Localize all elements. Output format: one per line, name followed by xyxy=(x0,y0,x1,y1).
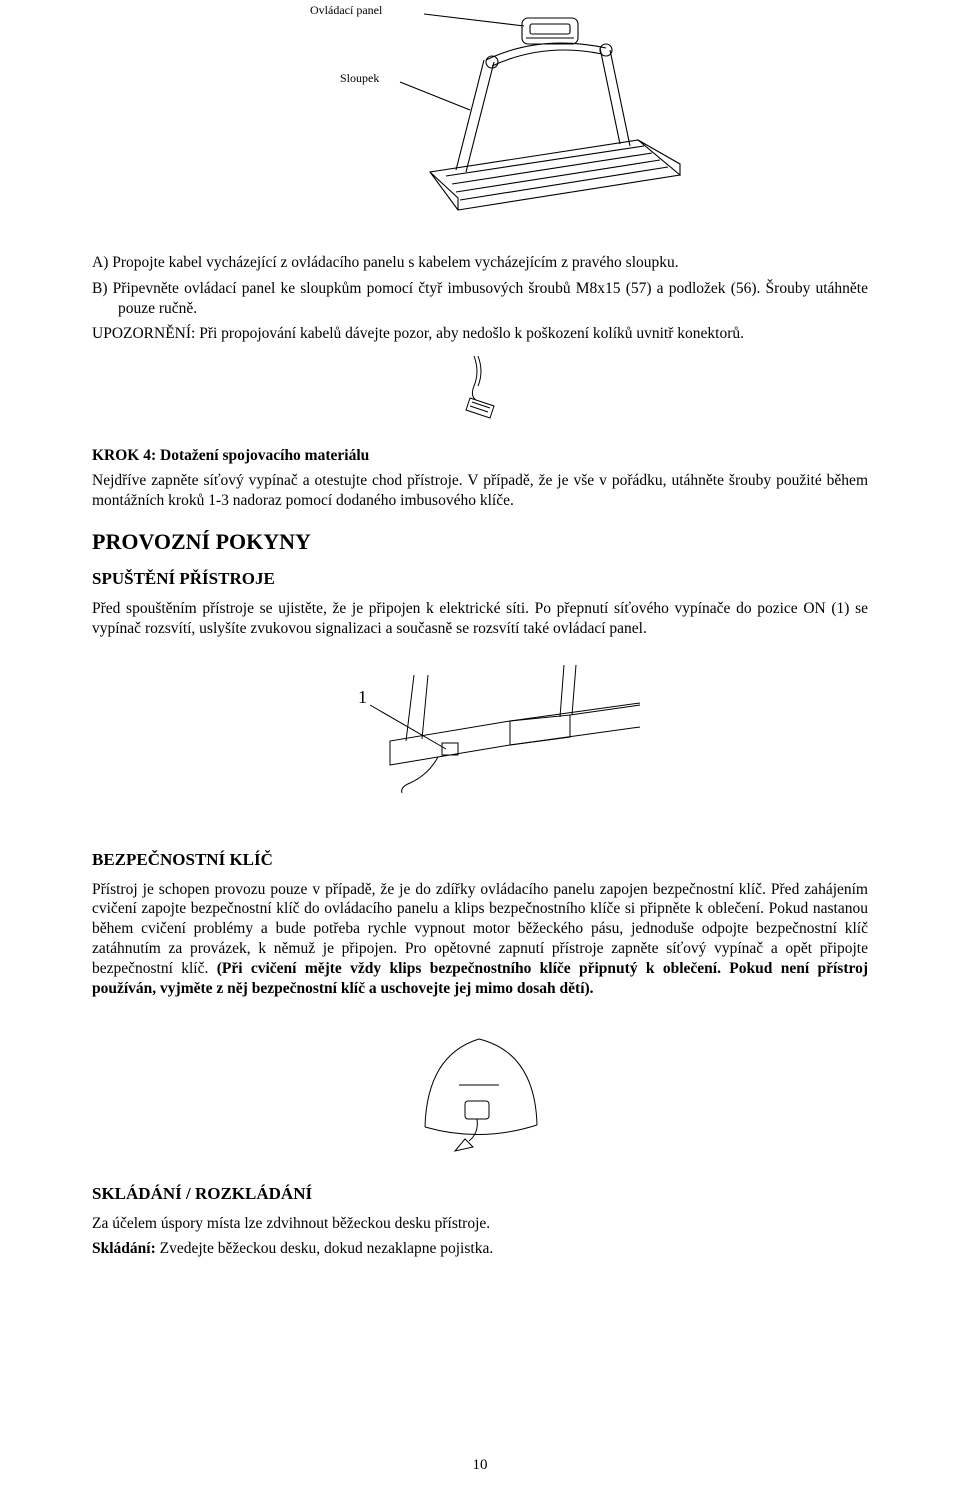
figure-safety-key xyxy=(92,1015,868,1160)
startup-heading: SPUŠTĚNÍ PŘÍSTROJE xyxy=(92,569,868,589)
label-control-panel: Ovládací panel xyxy=(310,3,383,17)
folding-line2: Skládání: Zvedejte běžeckou desku, dokud… xyxy=(92,1239,868,1259)
step4-heading: KROK 4: Dotažení spojovacího materiálu xyxy=(92,447,868,465)
step-b-text: B) Připevněte ovládací panel ke sloupkům… xyxy=(92,279,868,319)
figure-connector xyxy=(92,352,868,427)
folding-heading: SKLÁDÁNÍ / ROZKLÁDÁNÍ xyxy=(92,1184,868,1204)
operating-title: PROVOZNÍ POKYNY xyxy=(92,529,868,555)
step-ab-warning: UPOZORNĚNÍ: Při propojování kabelů dávej… xyxy=(92,324,868,344)
connector-svg xyxy=(450,352,510,422)
document-page: Ovládací panel Sloupek A) Propojte kabel… xyxy=(0,0,960,1492)
folding-line2-bold: Skládání: xyxy=(92,1240,156,1257)
folding-line1: Za účelem úspory místa lze zdvihnout běž… xyxy=(92,1214,868,1234)
safety-key-heading: BEZPEČNOSTNÍ KLÍČ xyxy=(92,850,868,870)
figure-base: 1 xyxy=(92,645,868,800)
safety-key-svg xyxy=(395,1015,565,1155)
safety-key-body: Přístroj je schopen provozu pouze v příp… xyxy=(92,880,868,999)
step4-body: Nejdříve zapněte síťový vypínač a otestu… xyxy=(92,471,868,511)
base-svg: 1 xyxy=(310,645,650,795)
label-post: Sloupek xyxy=(340,71,379,85)
step-a-text: A) Propojte kabel vycházející z ovládací… xyxy=(92,253,868,273)
figure-treadmill: Ovládací panel Sloupek xyxy=(92,0,868,235)
startup-body: Před spouštěním přístroje se ujistěte, ž… xyxy=(92,599,868,639)
treadmill-svg: Ovládací panel Sloupek xyxy=(270,0,690,230)
page-number: 10 xyxy=(0,1457,960,1474)
callout-number-1: 1 xyxy=(358,687,367,707)
folding-line2-rest: Zvedejte běžeckou desku, dokud nezaklapn… xyxy=(156,1240,493,1257)
